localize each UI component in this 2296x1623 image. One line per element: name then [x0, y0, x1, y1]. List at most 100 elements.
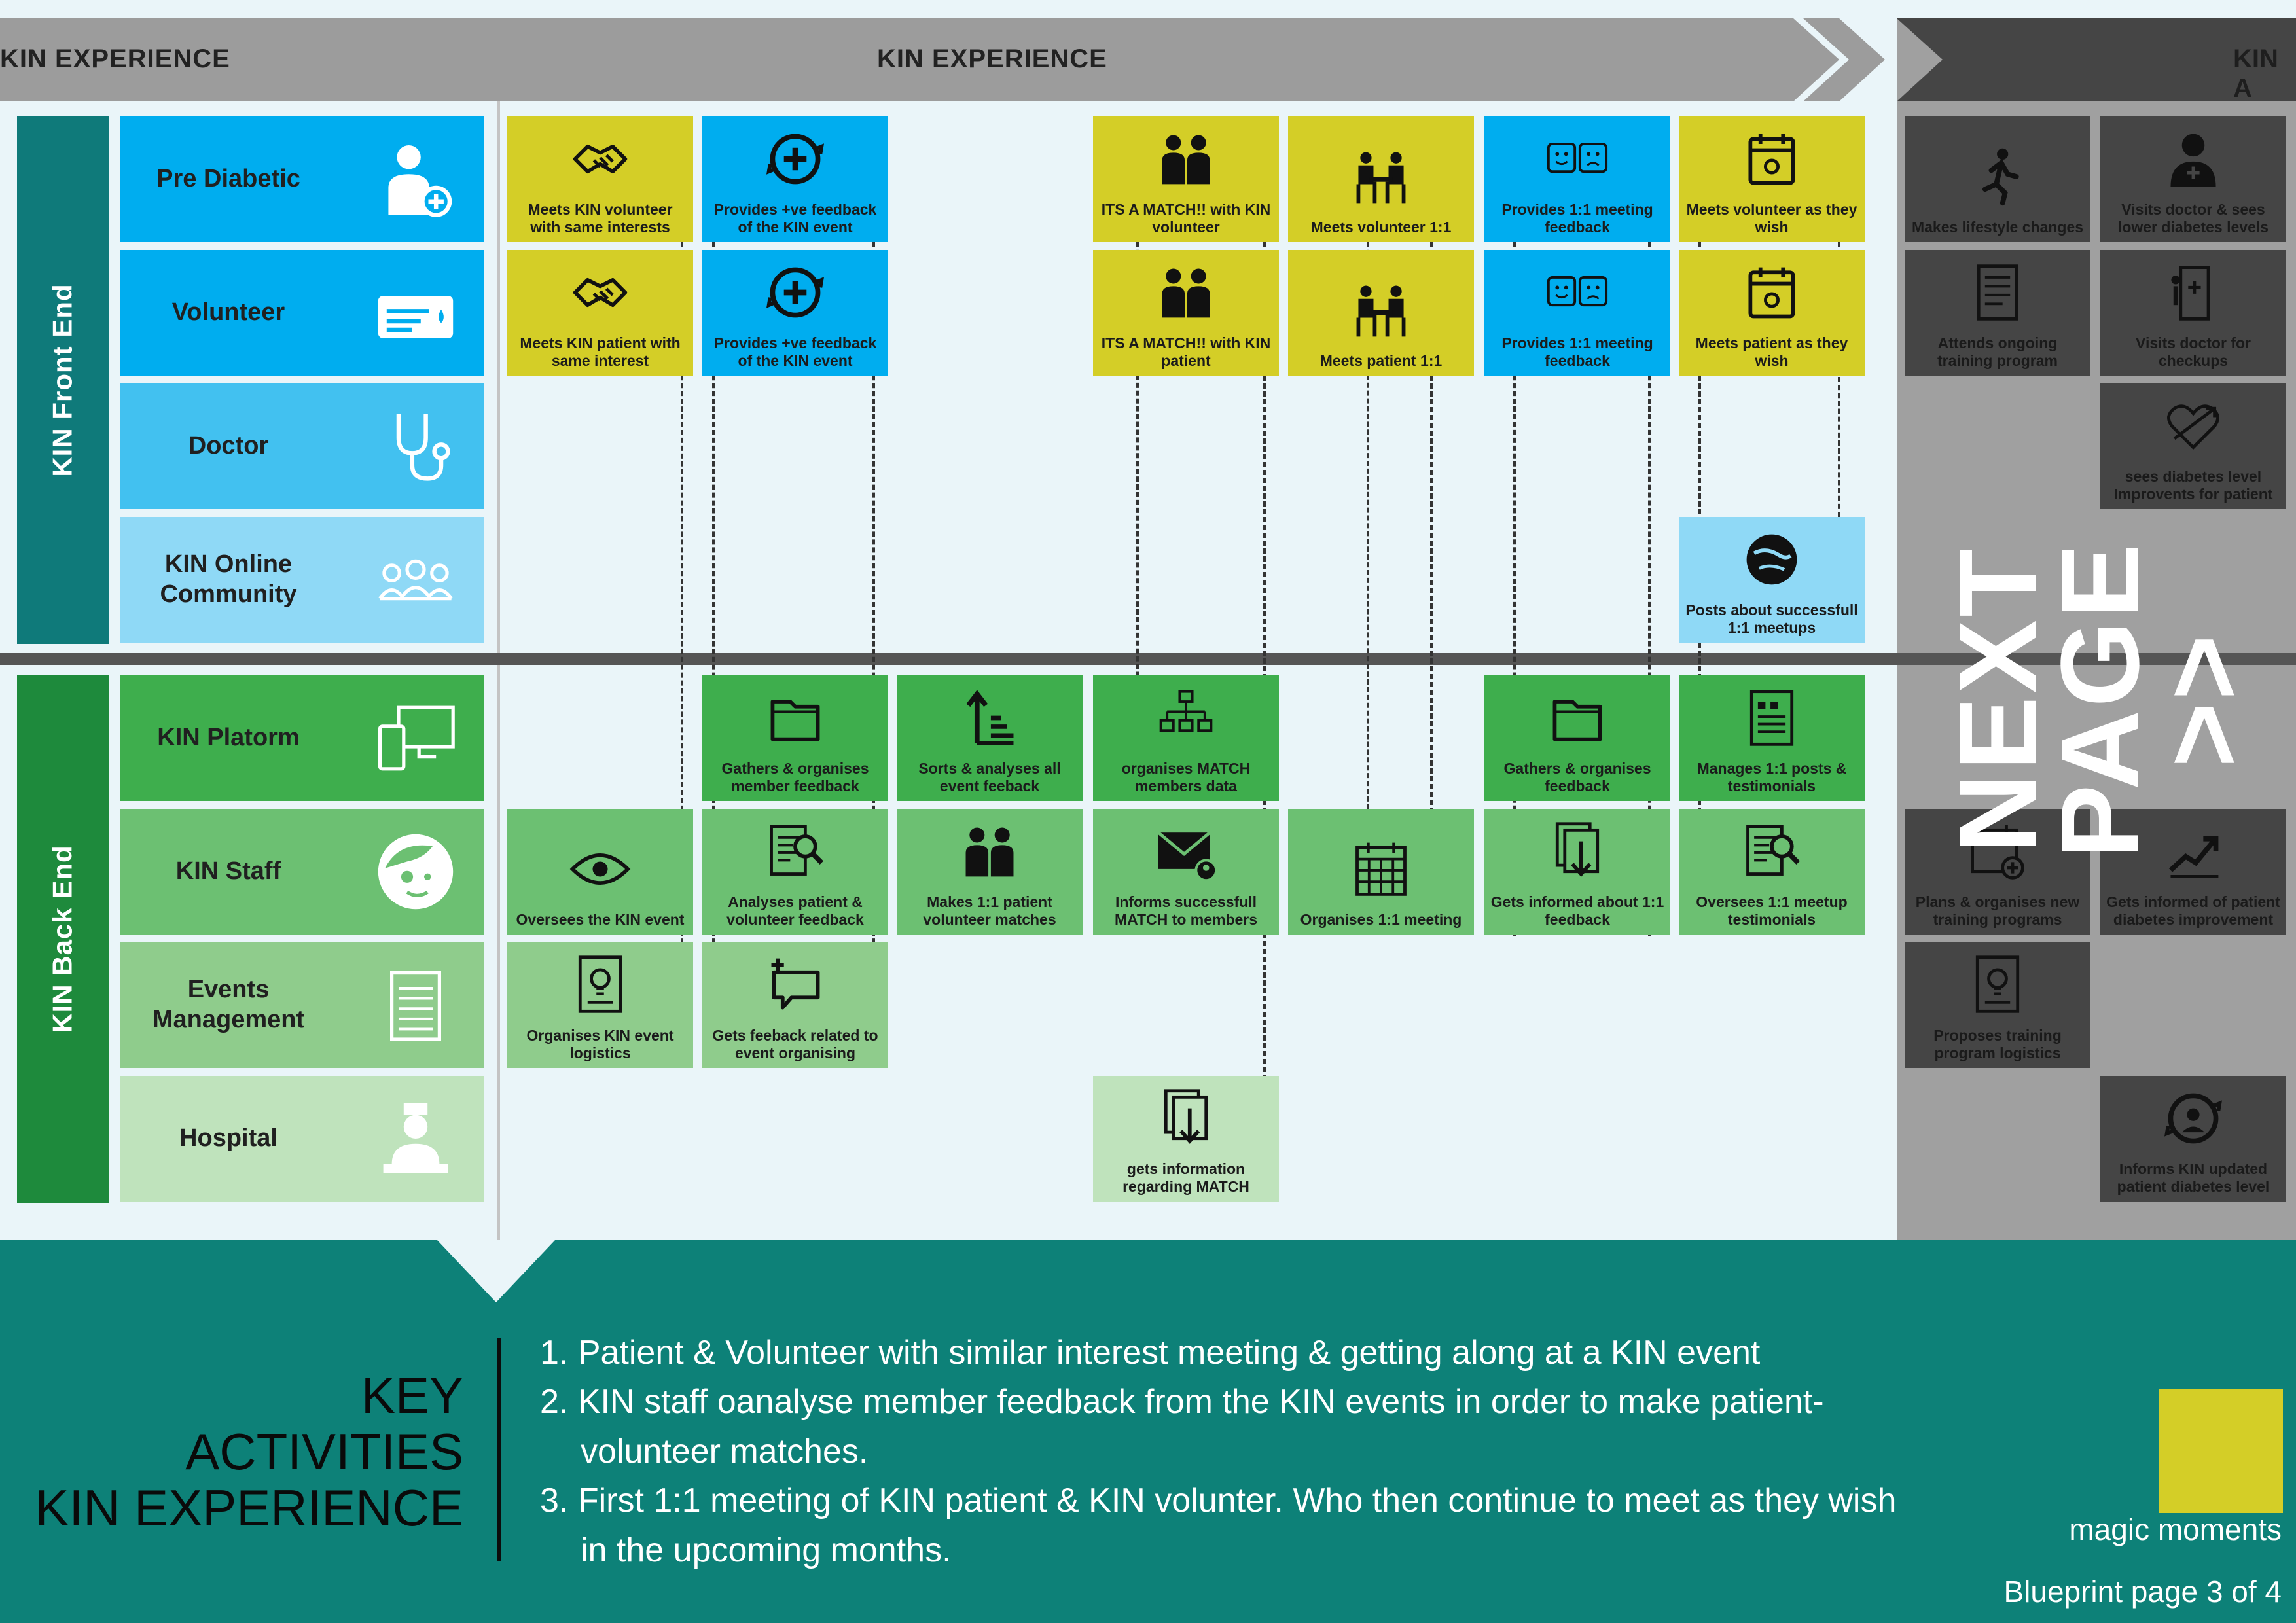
back-end-label: KIN Back End [47, 845, 78, 1033]
connector-line [1513, 242, 1516, 936]
lane-pre-diabetic: Pre Diabetic [120, 116, 484, 242]
handshake-icon [573, 145, 628, 174]
doc-search-icon [770, 825, 824, 876]
connector-line [712, 242, 715, 975]
plus-cycle-icon [766, 134, 825, 185]
door-cross-icon [2171, 266, 2210, 321]
card-meets-patient-1to1: Meets patient 1:1 [1288, 250, 1474, 376]
card-informs-updated-level: Informs KIN updated patient diabetes lev… [2100, 1076, 2286, 1202]
meeting-table-icon [1356, 152, 1406, 203]
card-text: Meets KIN volunteer with same interests [528, 201, 673, 236]
calendar-icon [1748, 134, 1795, 185]
card-visits-doctor-lower: Visits doctor & sees lower diabetes leve… [2100, 116, 2286, 242]
runner-icon [1982, 148, 2019, 205]
card-text: Meets volunteer 1:1 [1310, 218, 1452, 236]
two-people-icon [965, 827, 1014, 877]
lane-label: KIN Staff [175, 857, 281, 885]
lane-hospital: Hospital [120, 1076, 484, 1202]
globe-chat-icon [1746, 534, 1797, 585]
lane-label: KIN Online Community [160, 550, 297, 608]
card-manages-posts: Manages 1:1 posts & testimonials [1679, 675, 1865, 801]
card-gathers-feedback: Gathers & organises feedback [1484, 675, 1670, 801]
lane-label: Hospital [179, 1124, 278, 1152]
key-activity-item: 1. Patient & Volunteer with similar inte… [540, 1334, 1761, 1372]
card-sorts-feedback: Sorts & analyses all event feeback [897, 675, 1083, 801]
card-text: Informs KIN updated patient diabetes lev… [2117, 1160, 2270, 1195]
card-text: sees diabetes level Improvents for patie… [2113, 468, 2273, 503]
card-proposes-logistics: Proposes training program logistics [1905, 942, 2090, 1068]
community-icon [378, 559, 453, 601]
phase-banner [0, 18, 1885, 101]
key-activities-list: 1. Patient & Volunteer with similar inte… [540, 1329, 1914, 1575]
card-informed-improvement: Gets informed of patient diabetes improv… [2100, 809, 2286, 935]
calendar-grid-icon [1355, 842, 1407, 896]
card-doctor-checkups: Visits doctor for checkups [2100, 250, 2286, 376]
devices-icon [378, 705, 455, 771]
key-activities-footer [0, 1240, 2296, 1623]
two-people-icon [1162, 135, 1210, 185]
bulb-doc-icon [1975, 955, 2020, 1013]
card-text: Proposes training program logistics [1933, 1027, 2062, 1061]
page-indicator: Blueprint page 3 of 4 [2003, 1575, 2282, 1609]
connector-line [1367, 242, 1369, 903]
card-text: ITS A MATCH!! with KIN patient [1101, 334, 1271, 369]
card-oversees-testimonials: Oversees 1:1 meetup testimonials [1679, 809, 1865, 935]
card-meets-volunteer-wish: Meets volunteer as they wish [1679, 116, 1865, 242]
calendar-plus-icon [1971, 825, 2024, 880]
card-meets-kin-volunteer: Meets KIN volunteer with same interests [507, 116, 693, 242]
handshake-icon [573, 278, 628, 308]
key-title-line-3: KIN EXPERIENCE [35, 1478, 463, 1537]
card-meets-kin-patient: Meets KIN patient with same interest [507, 250, 693, 376]
card-text: Meets KIN patient with same interest [520, 334, 681, 369]
connector-line [1648, 242, 1651, 936]
folder-icon [1552, 700, 1602, 741]
next-page-button[interactable]: NEXT PAGE >> [1936, 541, 2265, 859]
front-end-label: KIN Front End [47, 283, 79, 477]
key-activity-item: 2. KIN staff oanalyse member feedback fr… [540, 1383, 1824, 1471]
card-text: Organises KIN event logistics [526, 1027, 674, 1061]
connector-line [1430, 242, 1433, 883]
lane-label: Doctor [188, 432, 269, 460]
lane-doctor: Doctor [120, 383, 484, 509]
footer-pointer [437, 1240, 555, 1302]
card-lifestyle-changes: Makes lifestyle changes [1905, 116, 2090, 242]
doctor-icon [2170, 134, 2216, 187]
card-positive-feedback-patient: Provides +ve feedback of the KIN event [702, 116, 888, 242]
timeline-divider [497, 101, 500, 1240]
card-text: Visits doctor for checkups [2136, 334, 2251, 369]
footer-divider [497, 1338, 501, 1561]
chat-plus-icon [771, 958, 820, 1010]
card-text: Oversees 1:1 meetup testimonials [1696, 893, 1848, 928]
clipboard-icon [390, 971, 441, 1041]
legend-label: magic moments [2069, 1512, 2282, 1546]
nurse-icon [383, 1103, 448, 1173]
card-gathers-member-feedback: Gathers & organises member feedback [702, 675, 888, 801]
magic-moments-swatch [2159, 1389, 2283, 1513]
card-informs-match: Informs successfull MATCH to members [1093, 809, 1279, 935]
lane-volunteer: Volunteer [120, 250, 484, 376]
card-attends-training: Attends ongoing training program [1905, 250, 2090, 376]
card-analyses-feedback: Analyses patient & volunteer feedback [702, 809, 888, 935]
patient-icon [388, 145, 452, 217]
calendar-icon [1748, 267, 1795, 319]
staff-face-icon [378, 834, 454, 910]
next-page-label: NEXT PAGE >> [1936, 541, 2266, 859]
card-text: Sorts & analyses all event feeback [918, 760, 1061, 794]
card-text: Visits doctor & sees lower diabetes leve… [2117, 201, 2269, 236]
line-of-visibility [0, 653, 2296, 665]
card-text: Gets informed about 1:1 feedback [1490, 893, 1664, 928]
card-hospital-match-info: gets information regarding MATCH [1093, 1076, 1279, 1202]
mail-user-icon [1157, 831, 1217, 882]
network-icon [1159, 690, 1213, 732]
doc-down-icon [1164, 1089, 1208, 1145]
card-text: Makes lifestyle changes [1911, 218, 2084, 236]
connector-line [1263, 242, 1266, 1080]
key-activity-item: 3. First 1:1 meeting of KIN patient & KI… [540, 1482, 1897, 1569]
card-text: gets information regarding MATCH [1122, 1160, 1249, 1195]
card-text: Provides 1:1 meeting feedback [1501, 334, 1653, 369]
card-plans-training: Plans & organises new training programs [1905, 809, 2090, 935]
faces-feedback-icon [1547, 143, 1608, 173]
sort-icon [966, 690, 1014, 745]
card-text: Makes 1:1 patient volunteer matches [923, 893, 1056, 928]
connector-line [681, 242, 683, 975]
